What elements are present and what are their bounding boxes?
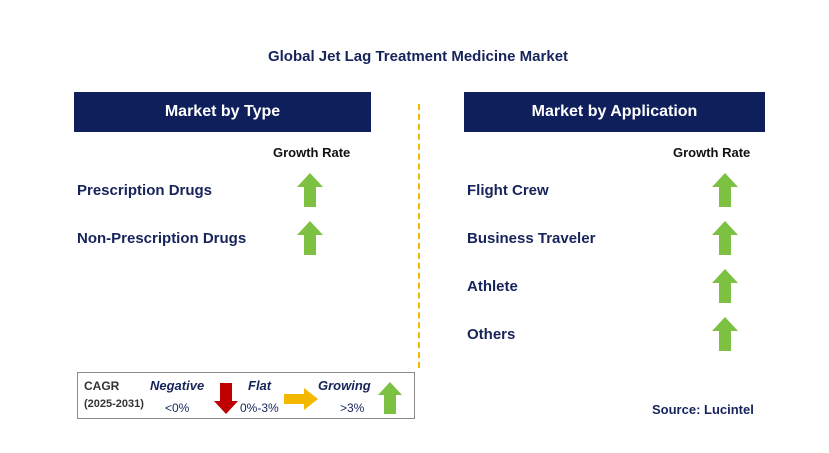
growing-arrow-icon	[297, 221, 323, 255]
growing-arrow-icon	[378, 382, 402, 414]
application-item-label: Others	[467, 326, 516, 343]
type-item-label: Prescription Drugs	[77, 182, 213, 199]
source-label: Source: Lucintel	[652, 402, 754, 417]
legend-period: (2025-2031)	[84, 398, 144, 410]
growing-arrow-icon	[712, 221, 738, 255]
legend-negative-range: <0%	[165, 401, 190, 415]
legend-growing-label: Growing	[318, 378, 371, 393]
negative-arrow-icon	[214, 383, 238, 414]
legend-negative-label: Negative	[150, 378, 205, 393]
legend-growing-range: >3%	[340, 401, 365, 415]
page-title: Global Jet Lag Treatment Medicine Market	[267, 48, 569, 65]
type-item-label: Non-Prescription Drugs	[77, 230, 247, 247]
legend-flat-range: 0%-3%	[240, 401, 279, 415]
panel-divider	[418, 104, 420, 368]
growing-arrow-icon	[712, 173, 738, 207]
application-growth-rate-label: Growth Rate	[673, 145, 751, 160]
application-item-label: Business Traveler	[467, 230, 596, 247]
application-item-label: Athlete	[467, 278, 518, 295]
market-by-type-header: Market by Type	[74, 92, 371, 132]
flat-arrow-icon	[284, 388, 318, 410]
growing-arrow-icon	[712, 269, 738, 303]
cagr-legend	[77, 372, 415, 419]
market-by-application-header: Market by Application	[464, 92, 765, 132]
legend-flat-label: Flat	[248, 378, 272, 393]
legend-cagr-label: CAGR	[84, 379, 120, 393]
type-growth-rate-label: Growth Rate	[273, 145, 351, 160]
growing-arrow-icon	[712, 317, 738, 351]
growing-arrow-icon	[297, 173, 323, 207]
application-item-label: Flight Crew	[467, 182, 549, 199]
